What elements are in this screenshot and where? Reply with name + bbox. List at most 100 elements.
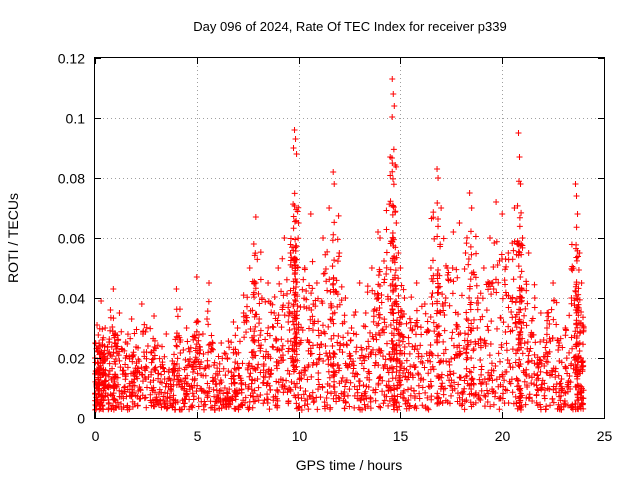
- data-point-fill: [405, 334, 412, 341]
- data-point-fill: [451, 385, 458, 392]
- data-point-fill: [209, 378, 216, 385]
- data-point-fill: [279, 255, 286, 262]
- data-point-fill: [436, 332, 443, 339]
- data-point-fill: [461, 385, 468, 392]
- data-point-fill: [391, 351, 398, 358]
- data-point-fill: [468, 320, 475, 327]
- data-point-fill: [439, 400, 446, 407]
- data-point-fill: [435, 215, 442, 222]
- data-point-fill: [468, 251, 475, 258]
- data-point-fill: [328, 316, 335, 323]
- data-point: [450, 229, 457, 235]
- data-point-fill: [352, 308, 359, 315]
- data-point-fill: [174, 376, 181, 383]
- data-point-fill: [457, 351, 464, 358]
- data-point-fill: [544, 350, 551, 357]
- data-point-fill: [395, 275, 402, 282]
- data-point-fill: [422, 310, 429, 317]
- data-point-fill: [163, 380, 170, 387]
- data-point-fill: [179, 406, 186, 413]
- data-point-fill: [331, 378, 338, 385]
- data-point: [116, 310, 123, 316]
- data-point-fill: [242, 399, 249, 406]
- data-point: [356, 280, 363, 286]
- data-point-fill: [152, 389, 159, 396]
- data-point-fill: [135, 344, 142, 351]
- data-point-fill: [484, 399, 491, 406]
- data-point-fill: [224, 356, 231, 363]
- x-tick-label: 5: [194, 428, 202, 444]
- data-point-fill: [122, 373, 129, 380]
- data-point-fill: [456, 394, 463, 401]
- data-point-fill: [235, 403, 242, 410]
- data-point-fill: [440, 338, 447, 345]
- data-point-fill: [437, 241, 444, 248]
- data-point-fill: [343, 377, 350, 384]
- data-point-fill: [147, 325, 154, 332]
- data-point-fill: [92, 340, 99, 347]
- data-point-fill: [508, 376, 515, 383]
- data-point-fill: [351, 312, 358, 319]
- data-point-fill: [412, 331, 419, 338]
- data-point-fill: [236, 338, 243, 345]
- data-point-fill: [494, 325, 501, 332]
- data-point-fill: [276, 280, 283, 287]
- data-point-fill: [390, 181, 397, 188]
- data-point-fill: [301, 367, 308, 374]
- data-point-fill: [346, 403, 353, 410]
- data-point-fill: [377, 404, 384, 411]
- data-point-fill: [129, 358, 136, 365]
- data-point-fill: [247, 370, 254, 377]
- data-point-fill: [519, 335, 526, 342]
- data-point-fill: [578, 401, 585, 408]
- data-point-fill: [424, 326, 431, 333]
- data-point-fill: [444, 372, 451, 379]
- data-point-fill: [278, 346, 285, 353]
- data-point-fill: [451, 355, 458, 362]
- data-point-fill: [481, 403, 488, 410]
- data-point: [250, 241, 257, 247]
- data-point-fill: [505, 304, 512, 311]
- data-point-fill: [186, 361, 193, 368]
- data-point-fill: [186, 406, 193, 413]
- data-point-fill: [456, 348, 463, 355]
- data-point-fill: [334, 339, 341, 346]
- data-point-fill: [209, 340, 216, 347]
- data-point-fill: [193, 341, 200, 348]
- data-point-fill: [375, 381, 382, 388]
- data-point-fill: [449, 329, 456, 336]
- data-point: [275, 265, 282, 271]
- data-point-fill: [295, 204, 302, 211]
- data-point-fill: [252, 280, 259, 287]
- data-point-fill: [517, 306, 524, 313]
- data-point-fill: [211, 393, 218, 400]
- data-point-fill: [185, 358, 192, 365]
- data-point-fill: [324, 402, 331, 409]
- data-point-fill: [429, 257, 436, 264]
- data-point-fill: [539, 377, 546, 384]
- data-point-fill: [477, 357, 484, 364]
- data-point: [271, 310, 278, 316]
- data-point: [199, 331, 206, 337]
- data-point-fill: [501, 277, 508, 284]
- data-point-fill: [344, 342, 351, 349]
- data-point-fill: [266, 332, 273, 339]
- data-point-fill: [546, 386, 553, 393]
- data-point-fill: [426, 349, 433, 356]
- data-point-fill: [247, 392, 254, 399]
- data-point-fill: [424, 394, 431, 401]
- data-point-fill: [463, 397, 470, 404]
- data-point-fill: [129, 403, 136, 410]
- data-point-fill: [465, 261, 472, 268]
- data-point-fill: [245, 385, 252, 392]
- data-point-fill: [256, 300, 263, 307]
- data-point-fill: [338, 390, 345, 397]
- data-point-fill: [381, 276, 388, 283]
- data-point-fill: [320, 328, 327, 335]
- data-point-fill: [446, 358, 453, 365]
- data-point-fill: [418, 353, 425, 360]
- data-point-fill: [453, 325, 460, 332]
- data-point-fill: [541, 363, 548, 370]
- data-point-fill: [284, 389, 291, 396]
